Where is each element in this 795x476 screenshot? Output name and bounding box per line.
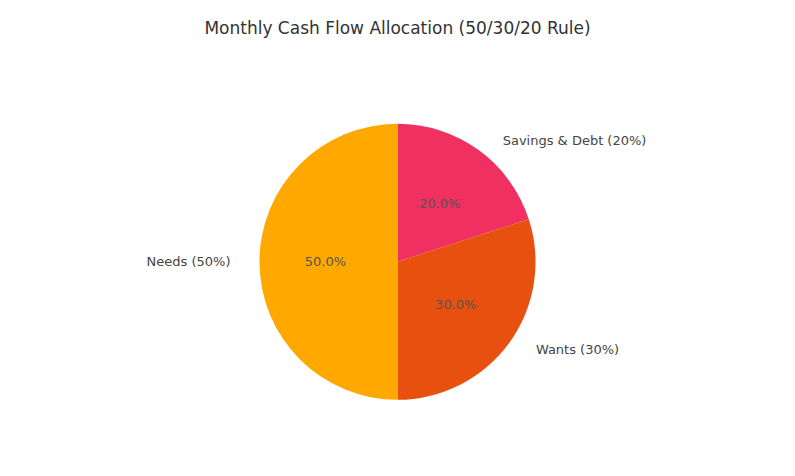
svg-text:Wants (30%): Wants (30%) <box>536 342 619 357</box>
svg-text:30.0%: 30.0% <box>435 297 476 312</box>
svg-text:Monthly Cash Flow Allocation (: Monthly Cash Flow Allocation (50/30/20 R… <box>204 18 590 38</box>
svg-text:20.0%: 20.0% <box>419 196 460 211</box>
svg-text:Savings & Debt (20%): Savings & Debt (20%) <box>503 133 647 148</box>
svg-text:50.0%: 50.0% <box>305 254 346 269</box>
svg-text:Needs (50%): Needs (50%) <box>147 254 231 269</box>
